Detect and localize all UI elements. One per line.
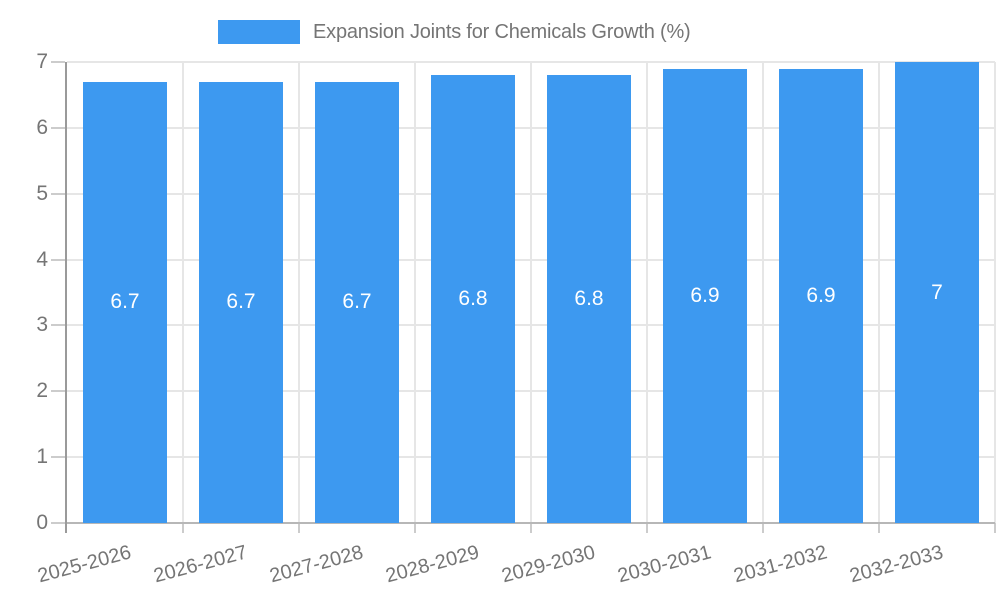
y-tick [51,192,65,195]
y-axis-label: 1 [36,445,48,469]
gridline-v [646,62,648,523]
bar[interactable]: 6.7 [83,81,167,523]
y-tick [51,61,65,63]
gridline-v [530,62,532,523]
gridline-v [298,62,300,523]
bar-value-label: 6.7 [110,290,140,314]
gridline-v [878,62,880,523]
plot-area: 6.7 6.7 6.7 6.8 6.8 6.9 6.9 7 [51,61,996,533]
chart-legend: Expansion Joints for Chemicals Growth (%… [218,20,691,44]
y-axis-label: 7 [36,50,48,73]
x-tick [762,523,764,533]
y-tick [51,126,65,129]
bar-value-label: 7 [931,280,943,304]
gridline-v [762,62,764,523]
gridline-v [414,62,416,523]
bar-value-label: 6.9 [806,283,836,307]
x-axis-label: 2028-2029 [383,541,482,588]
x-axis-label: 2030-2031 [615,541,714,588]
y-tick [51,258,65,261]
x-tick [530,523,532,533]
y-axis-label: 3 [36,313,48,337]
y-axis-label: 0 [36,511,48,534]
x-axis-label: 2027-2028 [267,541,366,588]
y-axis-label: 4 [36,247,48,271]
bar[interactable]: 6.8 [547,75,631,523]
x-axis-label: 2031-2032 [731,541,830,588]
x-tick [878,523,880,533]
y-axis-line [65,62,67,533]
x-baseline [67,522,995,524]
x-tick [182,523,184,533]
gridline-v [182,62,184,523]
bar-value-label: 6.8 [458,287,488,311]
bar[interactable]: 6.9 [779,68,863,523]
x-tick [298,523,300,533]
y-axis-label: 5 [36,181,48,205]
y-tick [51,522,65,524]
gridline-v [994,62,996,523]
bar-value-label: 6.7 [226,290,256,314]
y-tick [51,324,65,327]
bar-value-label: 6.7 [342,290,372,314]
bar[interactable]: 7 [895,62,979,523]
x-tick [414,523,416,533]
legend-label: Expansion Joints for Chemicals Growth (%… [313,20,691,43]
bar[interactable]: 6.7 [315,81,399,523]
bar[interactable]: 6.8 [431,75,515,523]
x-axis-label: 2026-2027 [151,541,250,588]
bar[interactable]: 6.9 [663,68,747,523]
bar[interactable]: 6.7 [199,81,283,523]
bar-value-label: 6.9 [690,283,720,307]
x-axis-label: 2029-2030 [499,541,598,588]
legend-swatch [218,20,300,44]
y-axis-label: 6 [36,115,48,139]
x-tick [646,523,648,533]
y-tick [51,456,65,459]
y-tick [51,390,65,393]
x-tick [994,523,996,533]
x-axis-label: 2025-2026 [35,541,134,588]
y-axis-label: 2 [36,379,48,403]
bar-value-label: 6.8 [574,287,604,311]
x-axis-label: 2032-2033 [847,541,946,588]
